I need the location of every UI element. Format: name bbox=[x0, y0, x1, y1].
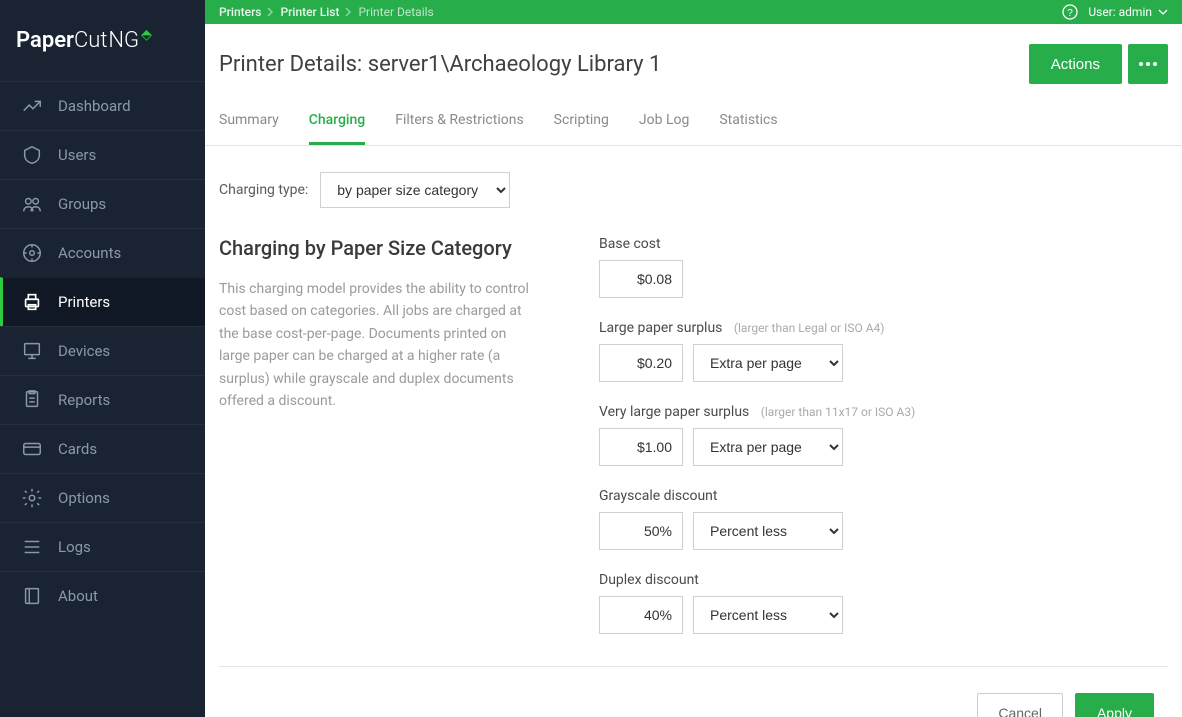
sidebar-item-cards[interactable]: Cards bbox=[0, 424, 205, 473]
users-icon bbox=[20, 143, 44, 167]
sidebar-item-users[interactable]: Users bbox=[0, 130, 205, 179]
logo: PaperCutNG⬘ bbox=[0, 0, 205, 81]
chevron-down-icon bbox=[1158, 9, 1168, 15]
duplex-label: Duplex discount bbox=[599, 572, 1168, 588]
sidebar-item-label: Accounts bbox=[58, 244, 121, 262]
more-button[interactable] bbox=[1128, 44, 1168, 84]
sidebar-item-label: About bbox=[58, 587, 98, 605]
sidebar-item-dashboard[interactable]: Dashboard bbox=[0, 81, 205, 130]
help-icon[interactable]: ? bbox=[1062, 4, 1078, 20]
tab-summary[interactable]: Summary bbox=[219, 98, 279, 145]
charging-heading: Charging by Paper Size Category bbox=[219, 236, 539, 260]
logo-bold: Paper bbox=[16, 28, 74, 53]
sidebar-item-label: Dashboard bbox=[58, 97, 131, 115]
footer: Cancel Apply bbox=[219, 666, 1168, 717]
apply-button[interactable]: Apply bbox=[1075, 693, 1154, 717]
sidebar-item-label: Cards bbox=[58, 440, 97, 458]
sidebar-item-groups[interactable]: Groups bbox=[0, 179, 205, 228]
fields-column: Base cost Large paper surplus (larger th… bbox=[599, 236, 1168, 656]
chevron-right-icon bbox=[267, 7, 274, 17]
sidebar-item-label: Users bbox=[58, 146, 96, 164]
duplex-unit-select[interactable]: Percent less bbox=[693, 596, 843, 634]
logo-suffix: NG bbox=[108, 28, 139, 53]
printers-icon bbox=[20, 290, 44, 314]
breadcrumb-item-printer-list[interactable]: Printer List bbox=[280, 5, 339, 19]
sidebar-item-label: Groups bbox=[58, 195, 106, 213]
sidebar-item-devices[interactable]: Devices bbox=[0, 326, 205, 375]
main: Printers Printer List Printer Details ? … bbox=[205, 0, 1182, 717]
sidebar-item-printers[interactable]: Printers bbox=[0, 277, 205, 326]
sidebar-item-label: Logs bbox=[58, 538, 91, 556]
very-large-label: Very large paper surplus bbox=[599, 404, 749, 420]
field-duplex-discount: Duplex discount Percent less bbox=[599, 572, 1168, 634]
charging-description: This charging model provides the ability… bbox=[219, 278, 539, 412]
base-cost-label: Base cost bbox=[599, 236, 1168, 252]
description-column: Charging by Paper Size Category This cha… bbox=[219, 236, 539, 656]
duplex-input[interactable] bbox=[599, 596, 683, 634]
breadcrumb-item-current: Printer Details bbox=[358, 5, 433, 19]
logo-light: Cut bbox=[74, 28, 107, 53]
breadcrumb: Printers Printer List Printer Details ? … bbox=[205, 0, 1182, 24]
breadcrumb-item-printers[interactable]: Printers bbox=[219, 5, 261, 19]
sidebar-item-options[interactable]: Options bbox=[0, 473, 205, 522]
cancel-button[interactable]: Cancel bbox=[977, 693, 1063, 717]
user-menu[interactable]: User: admin bbox=[1088, 5, 1168, 19]
ellipsis-icon bbox=[1139, 62, 1157, 66]
dashboard-icon bbox=[20, 94, 44, 118]
sidebar-item-label: Options bbox=[58, 489, 110, 507]
options-icon bbox=[20, 486, 44, 510]
large-label: Large paper surplus bbox=[599, 320, 722, 336]
sidebar-item-label: Printers bbox=[58, 293, 110, 311]
actions-button[interactable]: Actions bbox=[1029, 44, 1122, 84]
sidebar-item-label: Reports bbox=[58, 391, 110, 409]
sidebar-item-accounts[interactable]: Accounts bbox=[0, 228, 205, 277]
field-very-large-surplus: Very large paper surplus (larger than 11… bbox=[599, 404, 1168, 466]
charging-type-select[interactable]: by paper size category bbox=[320, 172, 510, 208]
page-title: Printer Details: server1\Archaeology Lib… bbox=[219, 52, 661, 77]
leaf-icon: ⬘ bbox=[141, 27, 152, 43]
chevron-right-icon bbox=[345, 7, 352, 17]
large-input[interactable] bbox=[599, 344, 683, 382]
tab-charging[interactable]: Charging bbox=[309, 98, 366, 145]
logs-icon bbox=[20, 535, 44, 559]
very-large-unit-select[interactable]: Extra per page bbox=[693, 428, 843, 466]
tab-job-log[interactable]: Job Log bbox=[639, 98, 689, 145]
sidebar-item-about[interactable]: About bbox=[0, 571, 205, 620]
field-large-surplus: Large paper surplus (larger than Legal o… bbox=[599, 320, 1168, 382]
about-icon bbox=[20, 584, 44, 608]
large-unit-select[interactable]: Extra per page bbox=[693, 344, 843, 382]
tab-statistics[interactable]: Statistics bbox=[719, 98, 777, 145]
large-hint: (larger than Legal or ISO A4) bbox=[734, 321, 885, 335]
field-grayscale-discount: Grayscale discount Percent less bbox=[599, 488, 1168, 550]
tab-filters-restrictions[interactable]: Filters & Restrictions bbox=[395, 98, 523, 145]
devices-icon bbox=[20, 339, 44, 363]
very-large-hint: (larger than 11x17 or ISO A3) bbox=[761, 405, 915, 419]
sidebar: PaperCutNG⬘ Dashboard Users Groups Accounts… bbox=[0, 0, 205, 717]
user-label: User: admin bbox=[1088, 5, 1152, 19]
accounts-icon bbox=[20, 241, 44, 265]
base-cost-input[interactable] bbox=[599, 260, 683, 298]
reports-icon bbox=[20, 388, 44, 412]
grayscale-label: Grayscale discount bbox=[599, 488, 1168, 504]
charging-type-row: Charging type: by paper size category bbox=[219, 172, 1168, 208]
tabs: Summary Charging Filters & Restrictions Scr… bbox=[205, 98, 1182, 146]
sidebar-item-label: Devices bbox=[58, 342, 110, 360]
sidebar-item-logs[interactable]: Logs bbox=[0, 522, 205, 571]
cards-icon bbox=[20, 437, 44, 461]
grayscale-input[interactable] bbox=[599, 512, 683, 550]
sidebar-item-reports[interactable]: Reports bbox=[0, 375, 205, 424]
tab-scripting[interactable]: Scripting bbox=[554, 98, 609, 145]
nav-list: Dashboard Users Groups Accounts Printers Devi… bbox=[0, 81, 205, 620]
svg-text:?: ? bbox=[1068, 8, 1074, 19]
very-large-input[interactable] bbox=[599, 428, 683, 466]
page-header: Printer Details: server1\Archaeology Lib… bbox=[205, 24, 1182, 98]
groups-icon bbox=[20, 192, 44, 216]
grayscale-unit-select[interactable]: Percent less bbox=[693, 512, 843, 550]
content: Charging type: by paper size category Ch… bbox=[205, 146, 1182, 717]
charging-type-label: Charging type: bbox=[219, 182, 308, 198]
field-base-cost: Base cost bbox=[599, 236, 1168, 298]
